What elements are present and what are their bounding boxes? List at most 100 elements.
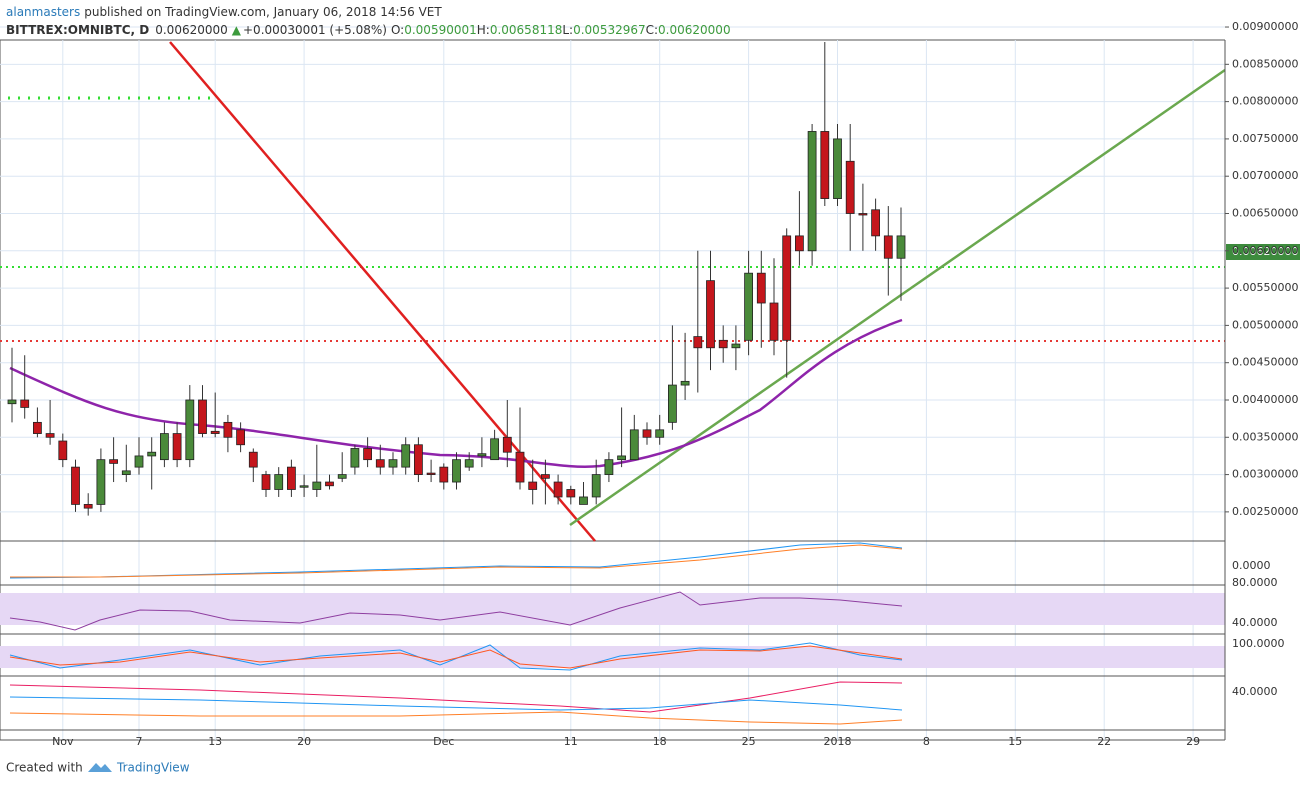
footer-brand[interactable]: TradingView [116, 761, 190, 775]
o-value: 0.00590001 [404, 23, 477, 37]
candle-body [858, 213, 868, 216]
candle-body [502, 436, 512, 453]
candle-body [83, 504, 93, 509]
up-trendline [569, 68, 1226, 527]
published: published on TradingView.com, January 06… [84, 5, 442, 19]
o-label: O: [391, 23, 404, 37]
candle-body [71, 466, 80, 505]
c-label: C: [646, 23, 658, 37]
candle-body [528, 481, 538, 490]
candle-body [210, 430, 220, 434]
candle-body [388, 459, 398, 468]
y-tick-label: 0.00550000 [1232, 281, 1298, 294]
candle-body [109, 459, 118, 464]
candle-body [629, 429, 639, 461]
x-tick-label: 2018 [824, 735, 852, 748]
candle-body [566, 489, 576, 498]
candle-body [782, 235, 792, 341]
candle-body [159, 433, 169, 461]
candle-body [731, 343, 741, 349]
candle-body [274, 474, 284, 490]
candle-body [439, 466, 449, 483]
y-tick-label: 0.00350000 [1232, 430, 1298, 443]
candle-body [896, 235, 906, 259]
last: 0.00620000 [155, 23, 228, 37]
candle-body [147, 451, 157, 457]
candle-body [20, 399, 30, 408]
y-tick-label: 0.00700000 [1232, 169, 1298, 182]
x-tick-label: 29 [1186, 735, 1200, 748]
change: +0.00030001 (+5.08%) [243, 23, 387, 37]
candle-body [680, 380, 690, 386]
candle-body [668, 384, 677, 423]
candle-body [490, 438, 500, 461]
candle-body [58, 440, 68, 461]
y-tick-label: 0.00750000 [1232, 132, 1298, 145]
pane-label: 40.0000 [1232, 616, 1278, 629]
x-tick-label: 7 [136, 735, 143, 748]
candle-body [413, 444, 423, 475]
candle-body [617, 455, 626, 461]
price-axis-bg [1225, 0, 1300, 786]
candle-body [795, 235, 804, 252]
y-tick-label: 0.00450000 [1232, 356, 1298, 369]
candle-body [286, 466, 296, 490]
x-tick-label: 13 [208, 735, 222, 748]
x-tick-label: 8 [923, 735, 930, 748]
last-price-box [1226, 244, 1300, 260]
candle-body [477, 453, 487, 457]
candle-body [579, 496, 588, 505]
x-tick-label: 18 [653, 735, 667, 748]
symbol-line: BITTREX:OMNIBTC, D 0.00620000 ▲ +0.00030001… [6, 23, 731, 37]
candle-body [350, 448, 360, 468]
candle-body [604, 459, 614, 475]
candle-body [96, 459, 106, 505]
candle-body [45, 433, 55, 438]
candle-body [261, 474, 271, 490]
candle-body [401, 444, 411, 468]
candle-body [642, 429, 652, 438]
stoch-d [9, 645, 903, 669]
candle-body [223, 421, 233, 438]
candle-body [248, 451, 258, 468]
c-value: 0.00620000 [658, 23, 731, 37]
y-tick-label: 0.00600000 [1232, 244, 1298, 257]
author[interactable]: alanmasters [6, 5, 80, 19]
y-tick-label: 0.00400000 [1232, 393, 1298, 406]
candle-body [845, 160, 855, 214]
candle-body [464, 459, 474, 468]
y-tick-label: 0.00850000 [1232, 57, 1298, 70]
x-tick-label: Dec [433, 735, 454, 748]
candle-body [121, 470, 131, 475]
x-tick-label: 11 [564, 735, 578, 748]
labels: 0.00250000 0.00300000 0.00350000 0.00400000… [52, 20, 1298, 748]
candle-body [185, 399, 195, 461]
dmi-minus [9, 696, 903, 711]
candle-body [337, 474, 347, 479]
stoch-k [9, 642, 903, 671]
candle-body [833, 138, 842, 199]
y-tick-label: 0.00300000 [1232, 468, 1298, 481]
candle-body [134, 455, 144, 468]
candle-body [883, 235, 893, 259]
candle-body [553, 481, 563, 498]
adx-line [9, 711, 903, 725]
candle-body [693, 336, 703, 349]
x-tick-label: 25 [742, 735, 756, 748]
candle-body [299, 485, 309, 488]
candle-body [655, 429, 665, 438]
y-tick-label: 0.00800000 [1232, 95, 1298, 108]
header-line: alanmasters published on TradingView.com,… [6, 5, 442, 19]
candle-body [769, 302, 779, 341]
x-tick-label: Nov [52, 735, 74, 748]
h-label: H: [477, 23, 490, 37]
pane-label: 40.0000 [1232, 685, 1278, 698]
candle-body [807, 131, 817, 252]
y-tick-label: 0.00650000 [1232, 207, 1298, 220]
candle-body [820, 131, 830, 199]
l-label: L: [562, 23, 573, 37]
candle-body [236, 429, 246, 446]
plot-frame [0, 39, 1226, 741]
